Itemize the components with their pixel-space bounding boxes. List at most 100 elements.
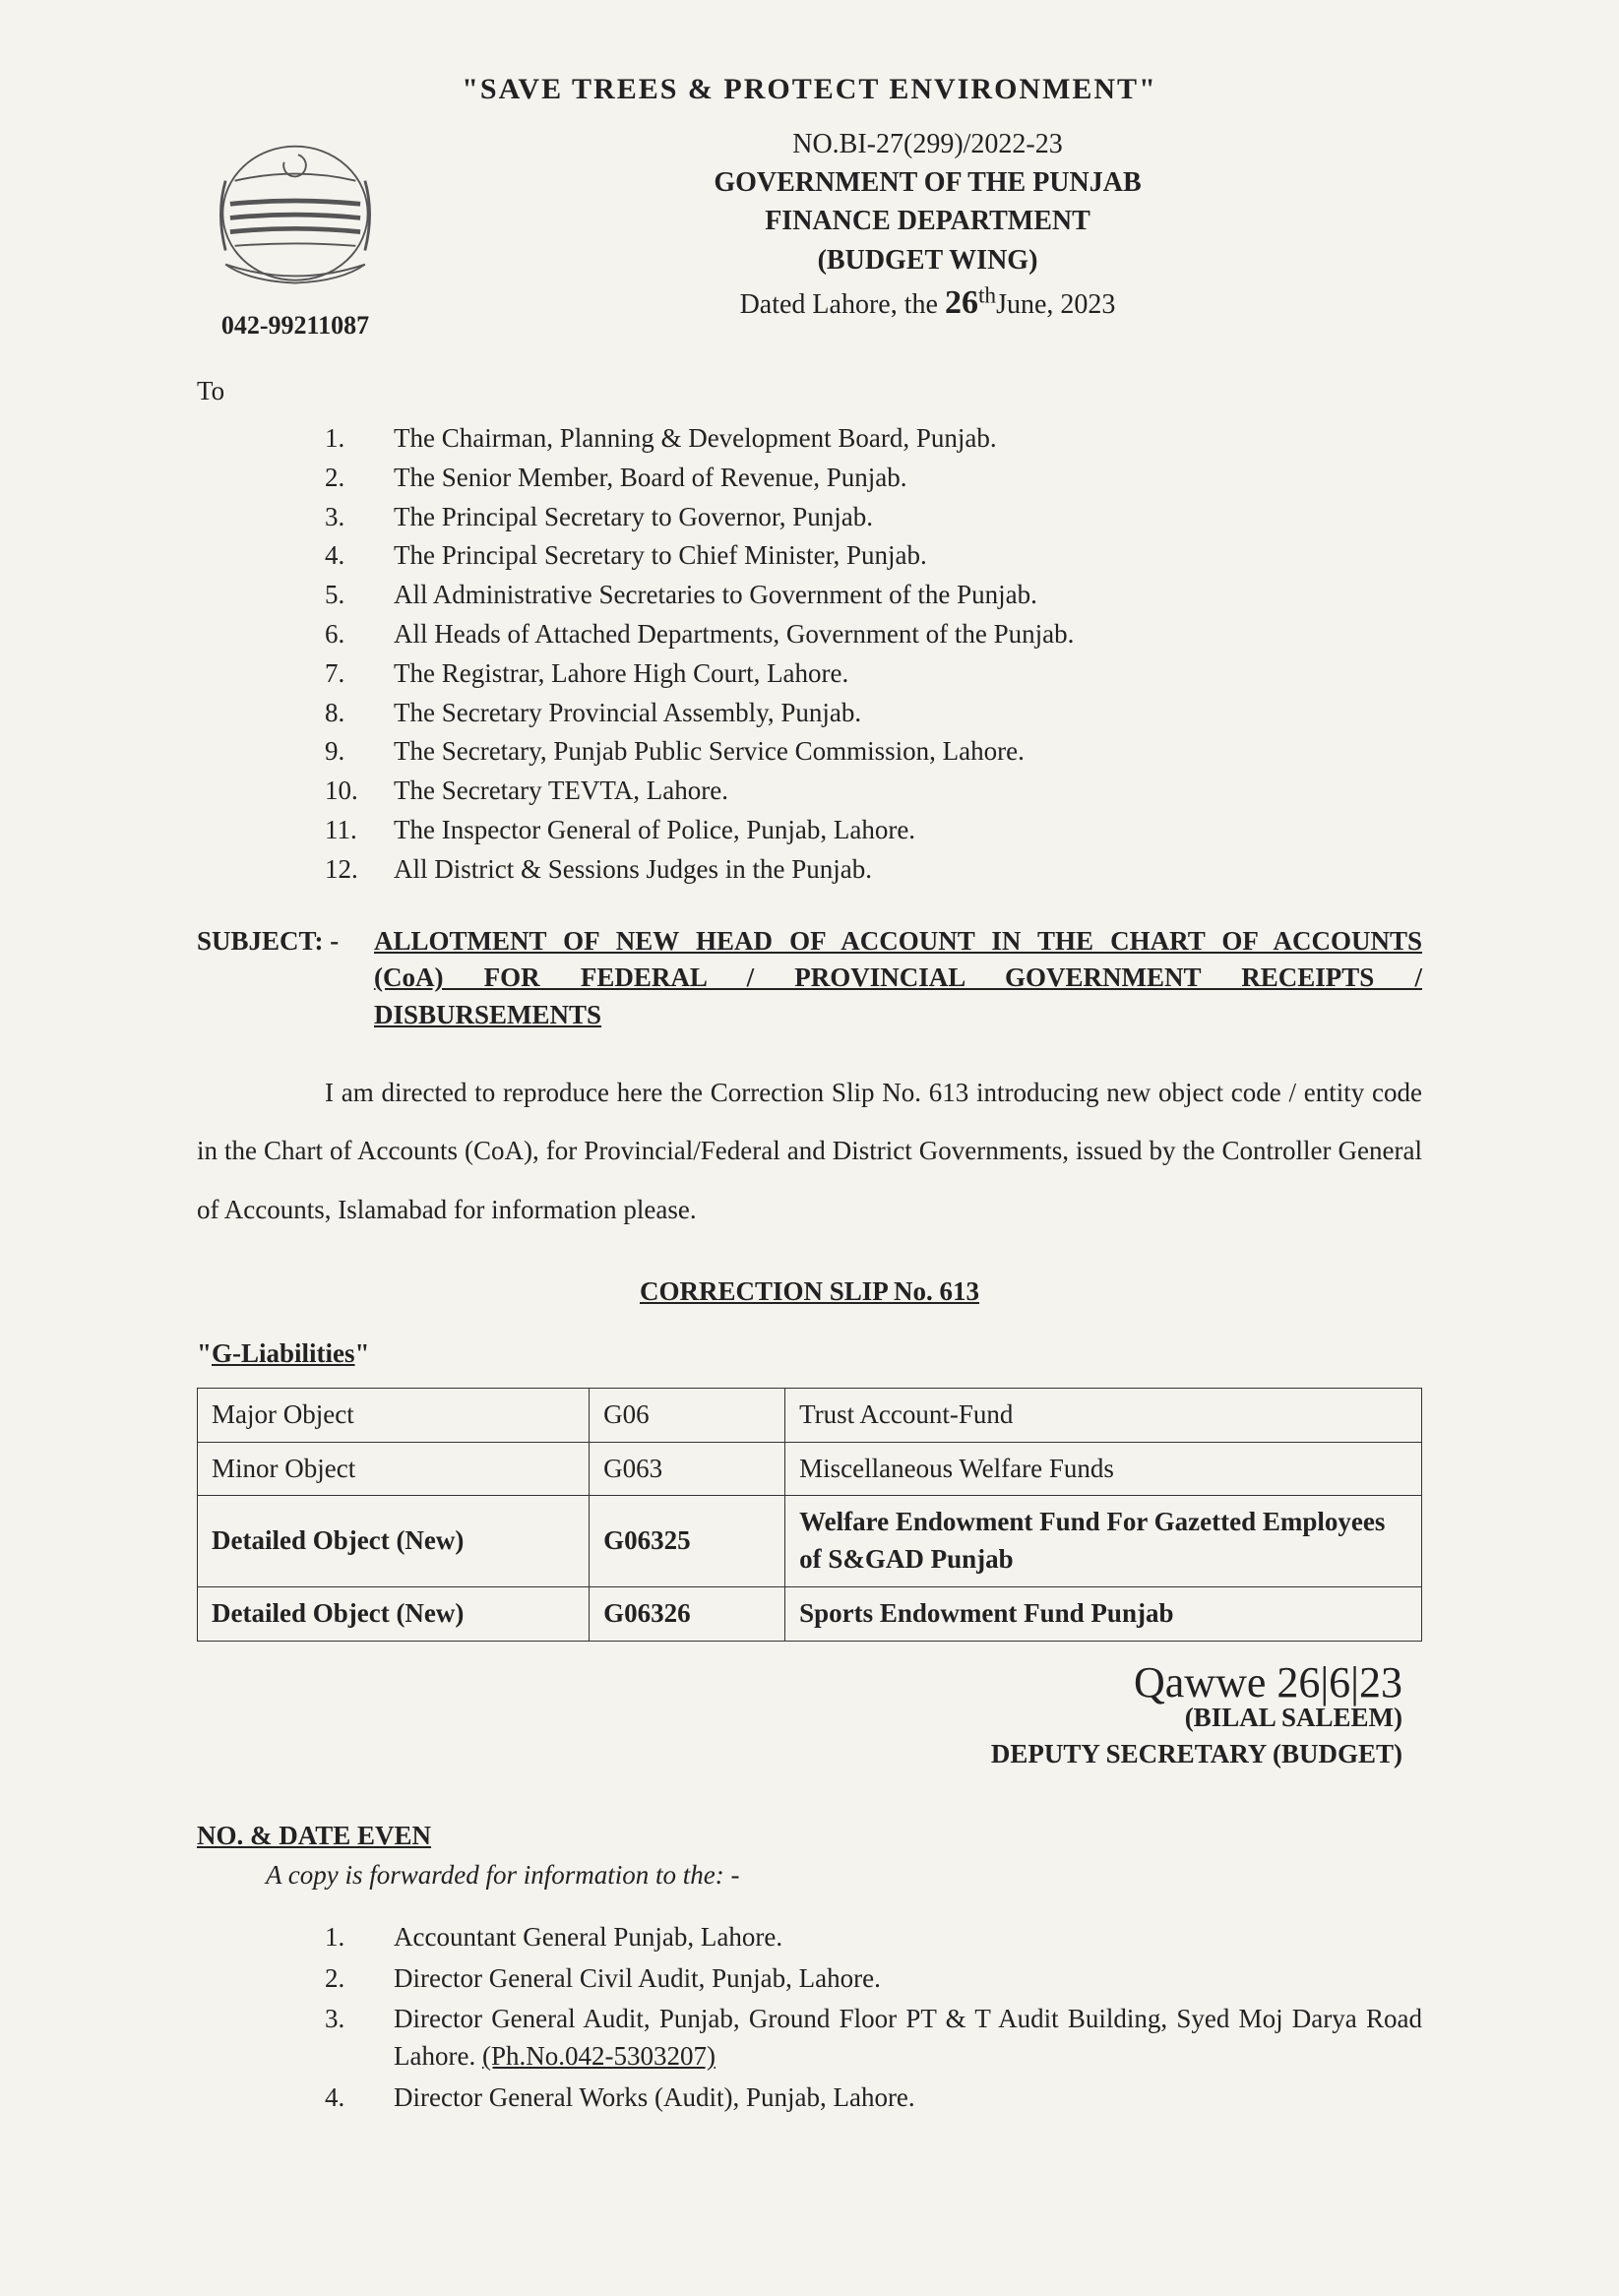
table-row: Detailed Object (New)G06325Welfare Endow… [198,1496,1422,1587]
recipient-number: 7. [325,655,394,693]
recipient-number: 11. [325,812,394,849]
date-handwritten-day: 26 [945,284,978,321]
table-cell: G06 [590,1388,785,1442]
recipient-text: The Principal Secretary to Governor, Pun… [394,499,873,536]
signature-block: Qawwe 26|6|23 (BILAL SALEEM) DEPUTY SECR… [197,1661,1422,1774]
cc-number: 1. [325,1919,394,1956]
emblem-block: 042-99211087 [197,125,394,343]
endorsement-block: NO. & DATE EVEN A copy is forwarded for … [197,1818,1422,2117]
date-prefix: Dated Lahore, the [740,289,945,320]
recipient-item: 4.The Principal Secretary to Chief Minis… [325,537,1422,575]
subject-label: SUBJECT: - [197,923,374,1034]
subject-block: SUBJECT: - ALLOTMENT OF NEW HEAD OF ACCO… [197,923,1422,1034]
recipient-text: All Administrative Secretaries to Govern… [394,577,1037,614]
recipient-text: The Secretary Provincial Assembly, Punja… [394,695,861,732]
table-cell: Sports Endowment Fund Punjab [785,1586,1422,1641]
table-cell: Trust Account-Fund [785,1388,1422,1442]
cc-item: 4.Director General Works (Audit), Punjab… [325,2079,1422,2117]
recipient-number: 10. [325,773,394,810]
department-line: FINANCE DEPARTMENT [433,202,1422,240]
recipient-text: The Senior Member, Board of Revenue, Pun… [394,460,907,497]
table-cell: Major Object [198,1388,590,1442]
recipient-text: The Principal Secretary to Chief Ministe… [394,537,927,575]
table-cell: G063 [590,1442,785,1496]
letterhead-row: 042-99211087 NO.BI-27(299)/2022-23 GOVER… [197,125,1422,343]
government-line: GOVERNMENT OF THE PUNJAB [433,163,1422,202]
cc-text: Director General Civil Audit, Punjab, La… [394,1960,1422,1998]
recipient-number: 6. [325,616,394,653]
recipients-list: 1.The Chairman, Planning & Development B… [197,420,1422,889]
endorsement-subheading: A copy is forwarded for information to t… [197,1857,1422,1894]
recipient-item: 10.The Secretary TEVTA, Lahore. [325,773,1422,810]
correction-slip-title: CORRECTION SLIP No. 613 [197,1273,1422,1311]
endorsement-heading: NO. & DATE EVEN [197,1818,1422,1855]
phone-number: 042-99211087 [197,308,394,343]
cc-text: Accountant General Punjab, Lahore. [394,1919,1422,1956]
coa-table: Major ObjectG06Trust Account-FundMinor O… [197,1388,1422,1642]
cc-number: 2. [325,1960,394,1998]
cc-item: 2.Director General Civil Audit, Punjab, … [325,1960,1422,1998]
body-paragraph: I am directed to reproduce here the Corr… [197,1064,1422,1239]
recipient-item: 5.All Administrative Secretaries to Gove… [325,577,1422,614]
date-suffix: th [978,282,996,308]
recipient-number: 5. [325,577,394,614]
to-block: To 1.The Chairman, Planning & Developmen… [197,373,1422,888]
header-text-block: NO.BI-27(299)/2022-23 GOVERNMENT OF THE … [433,125,1422,326]
cc-text: Director General Works (Audit), Punjab, … [394,2079,1422,2117]
recipient-item: 9.The Secretary, Punjab Public Service C… [325,733,1422,771]
cc-item: 3.Director General Audit, Punjab, Ground… [325,2001,1422,2076]
signature-handwriting: Qawwe 26|6|23 [197,1661,1402,1705]
recipient-text: All Heads of Attached Departments, Gover… [394,616,1074,653]
recipient-item: 1.The Chairman, Planning & Development B… [325,420,1422,458]
recipient-text: All District & Sessions Judges in the Pu… [394,851,872,889]
cc-item: 1.Accountant General Punjab, Lahore. [325,1919,1422,1956]
table-cell: Minor Object [198,1442,590,1496]
table-cell: Welfare Endowment Fund For Gazetted Empl… [785,1496,1422,1587]
recipient-text: The Secretary, Punjab Public Service Com… [394,733,1025,771]
table-cell: Detailed Object (New) [198,1496,590,1587]
date-line: Dated Lahore, the 26thJune, 2023 [433,279,1422,327]
gliab-text: G-Liabilities [212,1338,355,1368]
gliab-quote-close: " [355,1338,370,1368]
recipient-item: 3.The Principal Secretary to Governor, P… [325,499,1422,536]
recipient-number: 8. [325,695,394,732]
recipient-number: 12. [325,851,394,889]
recipient-number: 4. [325,537,394,575]
signatory-name: (BILAL SALEEM) [197,1700,1402,1737]
punjab-emblem-icon [202,125,389,292]
cc-text: Director General Audit, Punjab, Ground F… [394,2001,1422,2076]
recipient-number: 9. [325,733,394,771]
recipient-number: 2. [325,460,394,497]
recipient-item: 8.The Secretary Provincial Assembly, Pun… [325,695,1422,732]
table-cell: Miscellaneous Welfare Funds [785,1442,1422,1496]
recipient-item: 12.All District & Sessions Judges in the… [325,851,1422,889]
table-row: Detailed Object (New)G06326Sports Endowm… [198,1586,1422,1641]
date-rest: June, 2023 [996,289,1115,320]
g-liabilities-heading: "G-Liabilities" [197,1335,1422,1373]
banner-slogan: "SAVE TREES & PROTECT ENVIRONMENT" [197,69,1422,110]
table-row: Major ObjectG06Trust Account-Fund [198,1388,1422,1442]
table-row: Minor ObjectG063Miscellaneous Welfare Fu… [198,1442,1422,1496]
recipient-item: 2.The Senior Member, Board of Revenue, P… [325,460,1422,497]
recipient-text: The Chairman, Planning & Development Boa… [394,420,997,458]
recipient-number: 1. [325,420,394,458]
recipient-number: 3. [325,499,394,536]
signatory-title: DEPUTY SECRETARY (BUDGET) [197,1736,1402,1773]
recipient-item: 6.All Heads of Attached Departments, Gov… [325,616,1422,653]
table-cell: G06325 [590,1496,785,1587]
wing-line: (BUDGET WING) [433,241,1422,279]
recipient-text: The Registrar, Lahore High Court, Lahore… [394,655,848,693]
gliab-quote-open: " [197,1338,212,1368]
table-cell: Detailed Object (New) [198,1586,590,1641]
recipient-text: The Inspector General of Police, Punjab,… [394,812,915,849]
cc-list: 1.Accountant General Punjab, Lahore.2.Di… [197,1919,1422,2117]
recipient-item: 11.The Inspector General of Police, Punj… [325,812,1422,849]
reference-number: NO.BI-27(299)/2022-23 [433,125,1422,163]
cc-number: 4. [325,2079,394,2117]
table-cell: G06326 [590,1586,785,1641]
to-label: To [197,373,1422,410]
recipient-item: 7.The Registrar, Lahore High Court, Laho… [325,655,1422,693]
cc-number: 3. [325,2001,394,2076]
subject-text: ALLOTMENT OF NEW HEAD OF ACCOUNT IN THE … [374,923,1422,1034]
recipient-text: The Secretary TEVTA, Lahore. [394,773,728,810]
